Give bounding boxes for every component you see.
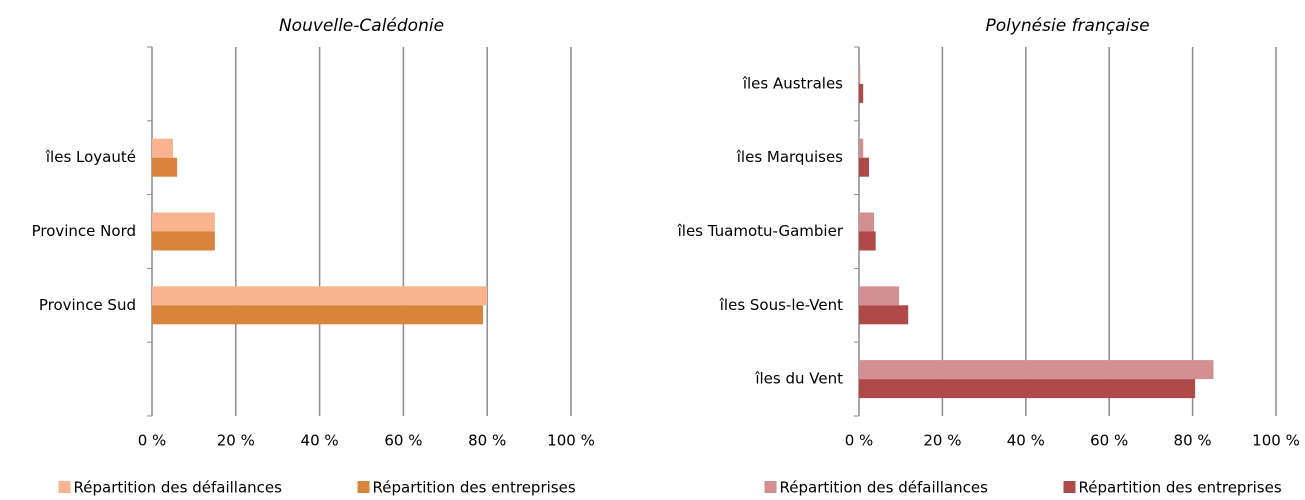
legend-label: Répartition des entreprises — [1079, 479, 1282, 497]
bar — [859, 286, 900, 306]
bar — [859, 231, 876, 251]
chart-title: Nouvelle-Calédonie — [279, 16, 444, 36]
x-tick-label: 40 % — [1007, 432, 1045, 450]
x-tick-label: 0 % — [138, 432, 167, 450]
bar — [152, 305, 484, 325]
y-tick-label: Province Nord — [32, 222, 136, 240]
bar — [152, 231, 215, 251]
x-tick-label: 20 % — [923, 432, 961, 450]
bar — [859, 305, 909, 325]
x-tick-label: 40 % — [301, 432, 339, 450]
x-tick-label: 60 % — [384, 432, 422, 450]
y-tick-label: îles Marquises — [736, 148, 843, 166]
legend-label: Répartition des défaillances — [74, 479, 283, 497]
legend-swatch — [357, 481, 370, 493]
x-tick-label: 60 % — [1090, 432, 1128, 450]
bar — [859, 64, 861, 84]
x-tick-label: 80 % — [468, 432, 506, 450]
y-tick-label: îles Loyauté — [45, 148, 136, 166]
y-tick-label: Province Sud — [39, 296, 136, 314]
x-tick-label: 80 % — [1174, 432, 1212, 450]
legend-swatch — [764, 481, 777, 493]
bar — [859, 379, 1196, 399]
y-tick-label: îles Australes — [742, 74, 843, 92]
bar — [152, 138, 173, 158]
bar — [859, 83, 864, 103]
bar — [859, 157, 870, 177]
bar — [152, 286, 488, 306]
x-tick-label: 20 % — [217, 432, 255, 450]
legend-swatch — [58, 481, 71, 493]
legend-label: Répartition des entreprises — [373, 479, 576, 497]
legend-swatch — [1063, 481, 1076, 493]
y-tick-label: îles du Vent — [754, 370, 843, 388]
y-tick-label: îles Tuamotu-Gambier — [677, 222, 844, 240]
x-tick-label: 100 % — [547, 432, 595, 450]
bar — [152, 212, 215, 232]
bar — [859, 212, 875, 232]
legend-label: Répartition des défaillances — [780, 479, 989, 497]
chart-title: Polynésie française — [985, 16, 1149, 36]
y-tick-label: îles Sous-le-Vent — [719, 296, 843, 314]
bar — [859, 360, 1214, 380]
bar — [152, 157, 178, 177]
x-tick-label: 0 % — [845, 432, 874, 450]
bar — [859, 138, 864, 158]
x-tick-label: 100 % — [1252, 432, 1300, 450]
